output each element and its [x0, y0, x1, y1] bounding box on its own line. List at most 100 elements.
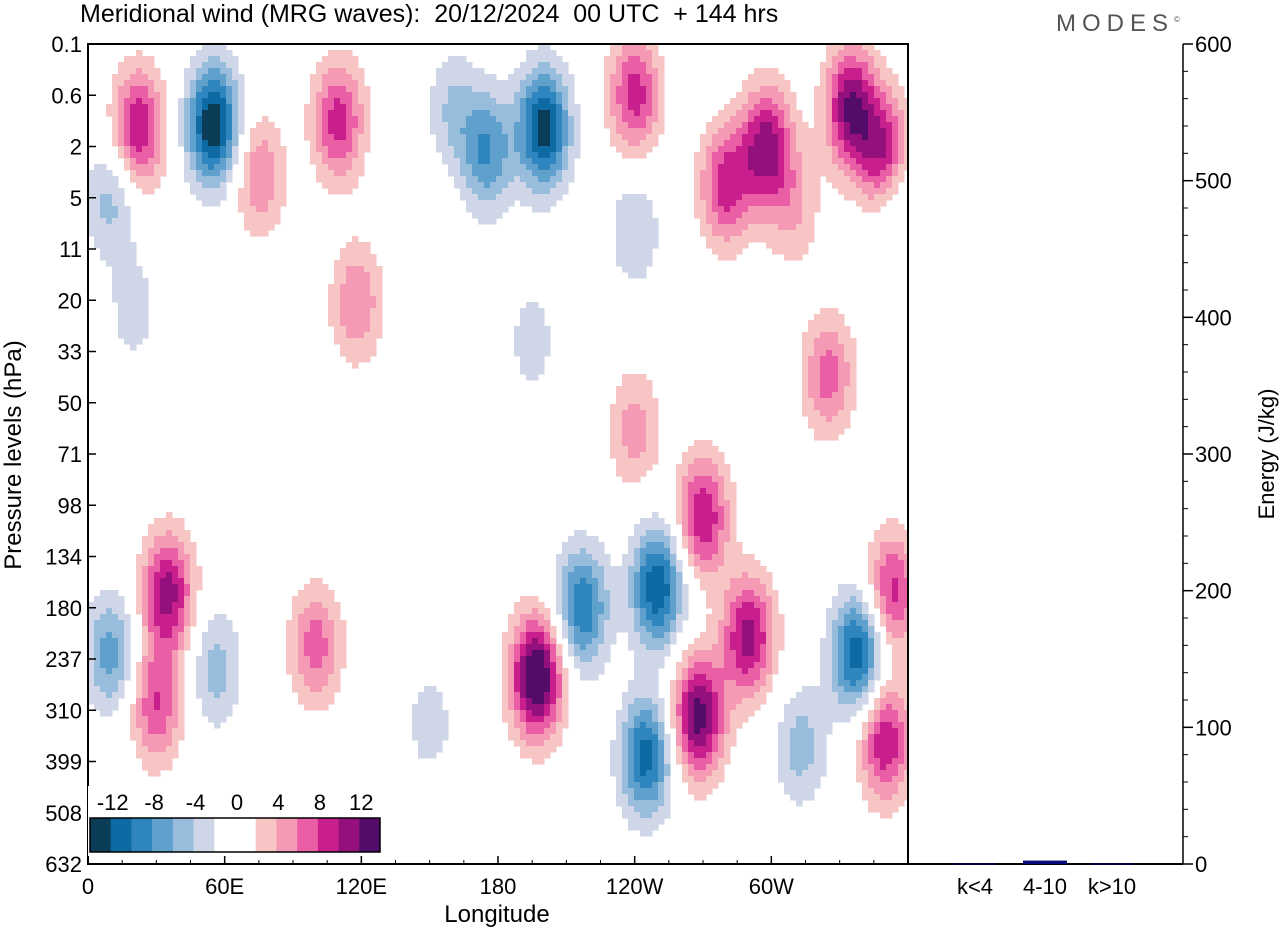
contour-cell	[538, 146, 545, 153]
contour-cell	[532, 650, 539, 657]
contour-cell	[892, 152, 899, 159]
contour-cell	[628, 590, 635, 597]
contour-cell	[160, 566, 167, 573]
contour-cell	[844, 596, 851, 603]
contour-cell	[364, 260, 371, 267]
contour-cell	[880, 134, 887, 141]
contour-cell	[340, 662, 347, 669]
contour-cell	[832, 362, 839, 369]
contour-cell	[220, 182, 227, 189]
contour-cell	[634, 230, 641, 237]
contour-cell	[526, 176, 533, 183]
contour-cell	[856, 200, 863, 207]
contour-cell	[712, 470, 719, 477]
contour-cell	[694, 656, 701, 663]
contour-cell	[574, 566, 581, 573]
contour-cell	[724, 596, 731, 603]
contour-cell	[112, 98, 119, 105]
contour-cell	[688, 548, 695, 555]
contour-cell	[514, 122, 521, 129]
contour-cell	[838, 392, 845, 399]
contour-cell	[436, 104, 443, 111]
contour-cell	[742, 92, 749, 99]
contour-cell	[634, 386, 641, 393]
contour-cell	[634, 542, 641, 549]
contour-cell	[244, 170, 251, 177]
contour-cell	[898, 104, 905, 111]
contour-cell	[874, 86, 881, 93]
contour-cell	[124, 134, 131, 141]
contour-cell	[172, 560, 179, 567]
contour-cell	[94, 662, 101, 669]
contour-cell	[778, 194, 785, 201]
contour-cell	[514, 92, 521, 99]
contour-cell	[628, 428, 635, 435]
contour-cell	[880, 140, 887, 147]
contour-cell	[220, 68, 227, 75]
contour-cell	[154, 74, 161, 81]
contour-cell	[640, 686, 647, 693]
contour-cell	[844, 404, 851, 411]
contour-cell	[724, 200, 731, 207]
contour-cell	[352, 104, 359, 111]
contour-cell	[634, 200, 641, 207]
contour-cell	[148, 554, 155, 561]
contour-cell	[838, 386, 845, 393]
contour-cell	[292, 656, 299, 663]
contour-cell	[172, 614, 179, 621]
contour-cell	[280, 164, 287, 171]
contour-cell	[184, 92, 191, 99]
contour-cell	[730, 236, 737, 243]
contour-cell	[526, 134, 533, 141]
contour-cell	[256, 206, 263, 213]
contour-cell	[634, 374, 641, 381]
contour-cell	[622, 194, 629, 201]
contour-cell	[478, 158, 485, 165]
contour-cell	[628, 476, 635, 483]
contour-cell	[892, 560, 899, 567]
contour-cell	[514, 110, 521, 117]
contour-cell	[574, 632, 581, 639]
contour-cell	[160, 590, 167, 597]
contour-cell	[898, 632, 905, 639]
contour-cell	[448, 74, 455, 81]
contour-cell	[298, 638, 305, 645]
contour-cell	[358, 92, 365, 99]
contour-cell	[346, 164, 353, 171]
contour-cell	[142, 656, 149, 663]
contour-cell	[622, 254, 629, 261]
contour-cell	[820, 308, 827, 315]
contour-cell	[298, 596, 305, 603]
contour-cell	[628, 554, 635, 561]
contour-cell	[598, 668, 605, 675]
contour-cell	[646, 626, 653, 633]
contour-cell	[472, 134, 479, 141]
contour-cell	[574, 536, 581, 543]
contour-cell	[250, 224, 257, 231]
contour-cell	[658, 554, 665, 561]
contour-cell	[118, 260, 125, 267]
contour-cell	[868, 158, 875, 165]
contour-cell	[328, 176, 335, 183]
contour-cell	[838, 662, 845, 669]
contour-cell	[100, 176, 107, 183]
contour-cell	[268, 134, 275, 141]
contour-cell	[640, 416, 647, 423]
contour-cell	[862, 200, 869, 207]
contour-cell	[262, 224, 269, 231]
contour-cell	[826, 104, 833, 111]
contour-cell	[724, 578, 731, 585]
contour-cell	[658, 560, 665, 567]
contour-cell	[124, 62, 131, 69]
contour-cell	[94, 182, 101, 189]
contour-cell	[856, 176, 863, 183]
contour-cell	[544, 674, 551, 681]
contour-cell	[112, 674, 119, 681]
contour-cell	[472, 176, 479, 183]
contour-cell	[346, 128, 353, 135]
contour-cell	[688, 506, 695, 513]
contour-cell	[844, 392, 851, 399]
contour-cell	[232, 632, 239, 639]
contour-cell	[556, 80, 563, 87]
contour-cell	[574, 590, 581, 597]
